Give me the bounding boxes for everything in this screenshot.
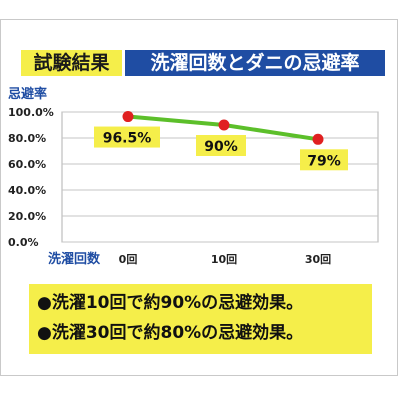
y-tick-label: 40.0% xyxy=(8,184,46,197)
data-point xyxy=(312,133,324,145)
y-tick-label: 100.0% xyxy=(8,106,54,119)
x-tick-label: 30回 xyxy=(305,252,331,266)
x-tick-label: 10回 xyxy=(211,252,237,266)
y-axis-label: 忌避率 xyxy=(8,86,47,102)
data-label: 79% xyxy=(307,153,341,169)
y-tick-label: 20.0% xyxy=(8,210,46,223)
chart-title: 洗濯回数とダニの忌避率 xyxy=(125,50,385,76)
data-point xyxy=(218,119,230,131)
y-tick-label: 0.0% xyxy=(8,236,39,249)
data-point xyxy=(122,111,134,123)
note-line-30: ●洗濯30回で約80%の忌避効果。 xyxy=(37,323,304,343)
summary-notes: ●洗濯10回で約90%の忌避効果。 ●洗濯30回で約80%の忌避効果。 xyxy=(29,284,372,354)
x-axis-label: 洗濯回数 xyxy=(48,251,101,267)
data-label: 96.5% xyxy=(103,131,152,147)
x-tick-label: 0回 xyxy=(119,252,138,266)
data-label: 90% xyxy=(204,139,238,155)
y-tick-label: 80.0% xyxy=(8,132,46,145)
data-label-box xyxy=(196,135,246,156)
note-line-10: ●洗濯10回で約90%の忌避効果。 xyxy=(37,293,304,313)
title-bar: 試験結果 洗濯回数とダニの忌避率 xyxy=(21,50,385,76)
data-label-box xyxy=(300,149,348,171)
title-badge: 試験結果 xyxy=(21,50,122,76)
data-label-box xyxy=(94,126,160,148)
y-tick-label: 60.0% xyxy=(8,158,46,171)
